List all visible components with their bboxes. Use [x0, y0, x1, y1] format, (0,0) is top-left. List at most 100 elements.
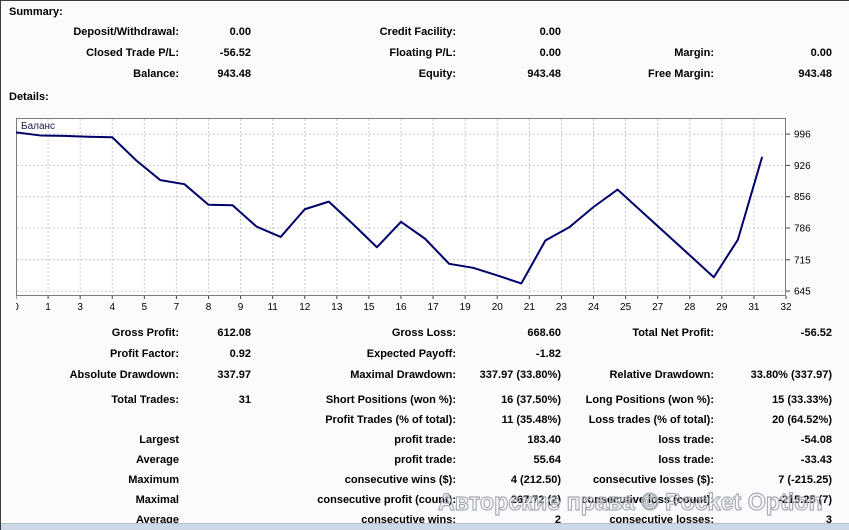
x-axis-tick-label: 5: [142, 302, 148, 313]
x-axis-tick-label: 23: [556, 302, 568, 313]
stat-value: 943.48: [527, 68, 561, 80]
stat-label: consecutive losses ($):: [592, 474, 714, 486]
stat-label: Profit Factor:: [109, 348, 179, 360]
stat-label: Expected Payoff:: [366, 348, 456, 360]
x-axis-tick-label: 27: [652, 302, 664, 313]
stat-label: [573, 344, 714, 365]
stat-value: -56.52: [800, 327, 832, 339]
x-axis-tick-label: 0: [16, 302, 19, 313]
stat-row: Maximal consecutive profit (count): 267.72…: [1, 490, 849, 510]
stat-label: Largest: [139, 434, 179, 446]
summary-heading: Summary:: [9, 6, 63, 18]
stat-value: 33.80% (337.97): [750, 369, 832, 381]
stat-value: 0.00: [539, 26, 561, 38]
stat-label: profit trade:: [394, 434, 456, 446]
stat-value: [187, 470, 251, 490]
stat-row: Total Trades: 31 Short Positions (won %): 1…: [1, 390, 849, 410]
stat-row: Profit Trades (% of total): 11 (35.48%) Lo…: [1, 410, 849, 430]
stat-row: Closed Trade P/L: -56.52 Floating P/L: 0.00…: [1, 43, 849, 64]
stat-row: Maximum consecutive wins ($): 4 (212.50) co…: [1, 470, 849, 490]
x-axis-tick-label: 7: [174, 302, 180, 313]
stat-row: Average profit trade: 55.64 loss trade: -33.…: [1, 450, 849, 470]
stat-value: 7 (-215.25): [778, 474, 832, 486]
stat-value: 2: [554, 514, 561, 526]
x-axis-tick-label: 25: [620, 302, 632, 313]
x-axis-tick-label: 13: [331, 302, 343, 313]
balance-chart: Баланс 996926856786715645013457891112131…: [16, 118, 816, 314]
balance-chart-svg: 9969268567867156450134578911121315161719…: [16, 118, 811, 313]
details-table-profit: Gross Profit: 612.08 Gross Loss: 668.60 Tota…: [1, 323, 849, 386]
stat-value: -1.82: [535, 348, 561, 360]
stat-value: -33.43: [800, 454, 832, 466]
x-axis-tick-label: 1: [45, 302, 51, 313]
stat-label: [573, 22, 714, 43]
stat-value: 337.97 (33.80%): [479, 369, 561, 381]
stat-label: consecutive loss (count):: [581, 494, 714, 506]
x-axis-tick-label: 17: [428, 302, 440, 313]
stat-row: Deposit/Withdrawal: 0.00 Credit Facility: 0…: [1, 22, 849, 43]
stat-label: Deposit/Withdrawal:: [73, 26, 179, 38]
stat-row: Absolute Drawdown: 337.97 Maximal Drawdown…: [1, 365, 849, 386]
stat-label: Closed Trade P/L:: [86, 47, 179, 59]
stat-value: [719, 22, 832, 43]
stat-label: Gross Loss:: [391, 327, 456, 339]
stat-label: Maximum: [128, 474, 179, 486]
stat-value: 943.48: [217, 68, 251, 80]
stat-label: Gross Profit:: [111, 327, 179, 339]
stat-value: 668.60: [527, 327, 561, 339]
stat-label: Absolute Drawdown:: [69, 369, 179, 381]
stat-row: Profit Factor: 0.92 Expected Payoff: -1.82: [1, 344, 849, 365]
x-axis-tick-label: 16: [395, 302, 407, 313]
stat-label: Balance:: [133, 68, 179, 80]
stat-value: 16 (37.50%): [501, 394, 561, 406]
y-axis-tick-label: 645: [794, 287, 811, 298]
x-axis-tick-label: 9: [238, 302, 244, 313]
stat-value: 267.72 (2): [510, 494, 561, 506]
stat-label: Margin:: [674, 47, 714, 59]
stat-value: 337.97: [217, 369, 251, 381]
y-axis-tick-label: 856: [794, 192, 811, 203]
stat-value: 0.92: [229, 348, 251, 360]
stat-value: 15 (33.33%): [772, 394, 832, 406]
stat-value: 20 (64.52%): [772, 414, 832, 426]
stat-value: -56.52: [219, 47, 251, 59]
window-bottom-edge: [1, 523, 849, 530]
stat-value: -215.25 (7): [778, 494, 832, 506]
stat-label: consecutive wins ($):: [344, 474, 456, 486]
stat-row: Balance: 943.48 Equity: 943.48 Free Margin: 9…: [1, 64, 849, 85]
stat-label: [1, 410, 179, 430]
summary-table: Deposit/Withdrawal: 0.00 Credit Facility: 0…: [1, 22, 849, 85]
stat-value: [187, 410, 251, 430]
stat-value: [187, 450, 251, 470]
watermark-text: Авторские права © Pocket Option: [437, 488, 823, 516]
stat-value: 4 (212.50): [510, 474, 561, 486]
stat-value: 183.40: [527, 434, 561, 446]
x-axis-tick-label: 3: [77, 302, 83, 313]
stat-value: 3: [825, 514, 832, 526]
stat-label: Free Margin:: [647, 68, 714, 80]
stat-value: 612.08: [217, 327, 251, 339]
details-heading: Details:: [9, 91, 49, 103]
balance-line: [16, 131, 763, 285]
y-axis-tick-label: 996: [794, 130, 811, 141]
stat-label: Total Trades:: [111, 394, 179, 406]
stat-value: 0.00: [229, 26, 251, 38]
x-axis-tick-label: 29: [716, 302, 728, 313]
x-axis-tick-label: 8: [206, 302, 212, 313]
x-axis-tick-label: 12: [299, 302, 311, 313]
stat-value: 11 (35.48%): [501, 414, 561, 426]
x-axis-tick-label: 11: [267, 302, 278, 313]
stat-value: [187, 430, 251, 450]
x-axis-tick-label: 4: [109, 302, 115, 313]
x-axis-tick-label: 31: [748, 302, 760, 313]
stat-value: 0.00: [810, 47, 832, 59]
stat-label: consecutive profit (count):: [317, 494, 456, 506]
x-axis-tick-label: 15: [363, 302, 375, 313]
x-axis-tick-label: 32: [780, 302, 792, 313]
stat-value: 31: [238, 394, 251, 406]
stat-label: Short Positions (won %):: [325, 394, 456, 406]
stat-row: Gross Profit: 612.08 Gross Loss: 668.60 Tota…: [1, 323, 849, 344]
stat-label: Relative Drawdown:: [609, 369, 714, 381]
x-axis-tick-label: 20: [492, 302, 504, 313]
